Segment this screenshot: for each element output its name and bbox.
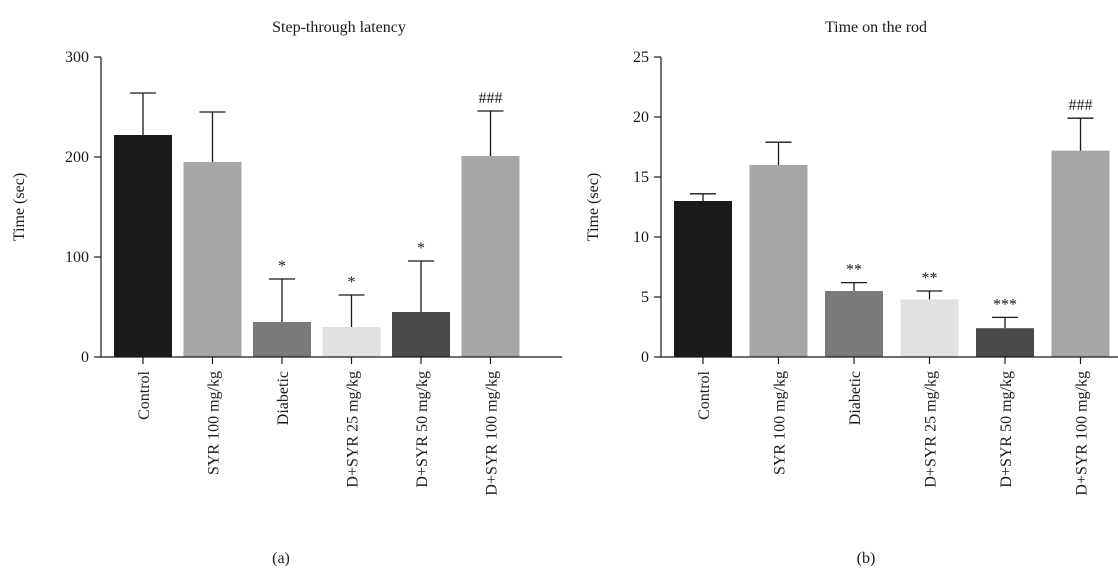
y-tick-label: 0 bbox=[641, 349, 649, 366]
significance-marker: ** bbox=[846, 262, 862, 279]
error-bar bbox=[690, 193, 716, 201]
significance-marker: ### bbox=[1069, 97, 1093, 114]
x-tick-label: D+SYR 25 mg/kg bbox=[345, 371, 362, 488]
bar bbox=[825, 291, 883, 357]
bar bbox=[392, 312, 450, 357]
significance-marker: * bbox=[278, 258, 286, 275]
y-tick-label: 0 bbox=[81, 349, 89, 366]
significance-annotations: * * * ### bbox=[278, 90, 503, 291]
significance-marker: * bbox=[417, 240, 425, 257]
panel-b: Time on the rod Time (sec) 0 5 10 15 20 25 **… bbox=[585, 19, 1118, 567]
bar bbox=[461, 156, 520, 357]
panel-label: (a) bbox=[272, 550, 290, 567]
x-tick-label: Control bbox=[696, 370, 713, 419]
x-tick-labels: Control SYR 100 mg/kg Diabetic D+SYR 25 mg/… bbox=[696, 370, 1091, 495]
chart-title: Time on the rod bbox=[825, 19, 927, 36]
bar bbox=[114, 135, 172, 357]
y-tick-label: 100 bbox=[65, 249, 89, 266]
bar bbox=[183, 162, 242, 357]
panel-a: Step-through latency Time (sec) 0 100 200 3… bbox=[11, 19, 562, 567]
error-bar bbox=[199, 111, 226, 162]
bar bbox=[674, 201, 732, 357]
significance-marker: ### bbox=[479, 90, 503, 107]
error-bar bbox=[477, 110, 504, 156]
x-tick-label: Diabetic bbox=[847, 371, 864, 425]
significance-marker: * bbox=[348, 274, 356, 291]
bar bbox=[749, 165, 808, 357]
y-ticks: 0 100 200 300 bbox=[65, 49, 492, 366]
x-tick-label: Diabetic bbox=[275, 371, 292, 425]
error-bar bbox=[992, 316, 1018, 329]
x-tick-label: SYR 100 mg/kg bbox=[772, 371, 789, 475]
x-tick-label: SYR 100 mg/kg bbox=[206, 371, 223, 475]
bar bbox=[322, 327, 381, 357]
x-tick-label: D+SYR 100 mg/kg bbox=[484, 371, 501, 496]
error-bar bbox=[841, 281, 867, 291]
x-tick-label: D+SYR 50 mg/kg bbox=[998, 371, 1015, 488]
y-ticks: 0 5 10 15 20 25 bbox=[633, 49, 1082, 366]
y-tick-label: 25 bbox=[633, 49, 649, 66]
y-tick-label: 20 bbox=[633, 109, 649, 126]
x-tick-label: D+SYR 100 mg/kg bbox=[1074, 371, 1091, 496]
panel-label: (b) bbox=[857, 550, 876, 567]
y-tick-label: 15 bbox=[633, 169, 649, 186]
y-tick-label: 10 bbox=[633, 229, 649, 246]
bar bbox=[253, 322, 311, 357]
bars bbox=[114, 135, 520, 357]
error-bar bbox=[269, 278, 295, 322]
error-bar bbox=[1067, 117, 1094, 151]
y-tick-label: 5 bbox=[641, 289, 649, 306]
significance-marker: ** bbox=[922, 270, 938, 287]
bars bbox=[674, 150, 1110, 357]
chart-title: Step-through latency bbox=[272, 19, 406, 36]
x-tick-label: D+SYR 25 mg/kg bbox=[923, 371, 940, 488]
y-tick-label: 300 bbox=[65, 49, 89, 66]
error-bar bbox=[130, 92, 156, 135]
x-tick-label: D+SYR 50 mg/kg bbox=[414, 371, 431, 488]
bar bbox=[1051, 150, 1110, 357]
y-axis-label: Time (sec) bbox=[585, 173, 602, 241]
error-bars bbox=[690, 117, 1094, 329]
significance-annotations: ** *****### bbox=[846, 97, 1093, 313]
y-tick-label: 200 bbox=[65, 149, 89, 166]
significance-marker: *** bbox=[993, 296, 1017, 313]
x-tick-label: Control bbox=[136, 370, 153, 419]
x-tick-labels: Control SYR 100 mg/kg Diabetic D+SYR 25 mg/… bbox=[136, 370, 501, 495]
error-bar bbox=[765, 141, 792, 165]
error-bar bbox=[338, 294, 365, 327]
error-bar bbox=[916, 290, 943, 300]
error-bars bbox=[130, 92, 504, 327]
y-axis-label: Time (sec) bbox=[11, 173, 28, 241]
bar bbox=[900, 299, 959, 357]
error-bar bbox=[408, 260, 434, 312]
bar bbox=[976, 328, 1034, 357]
